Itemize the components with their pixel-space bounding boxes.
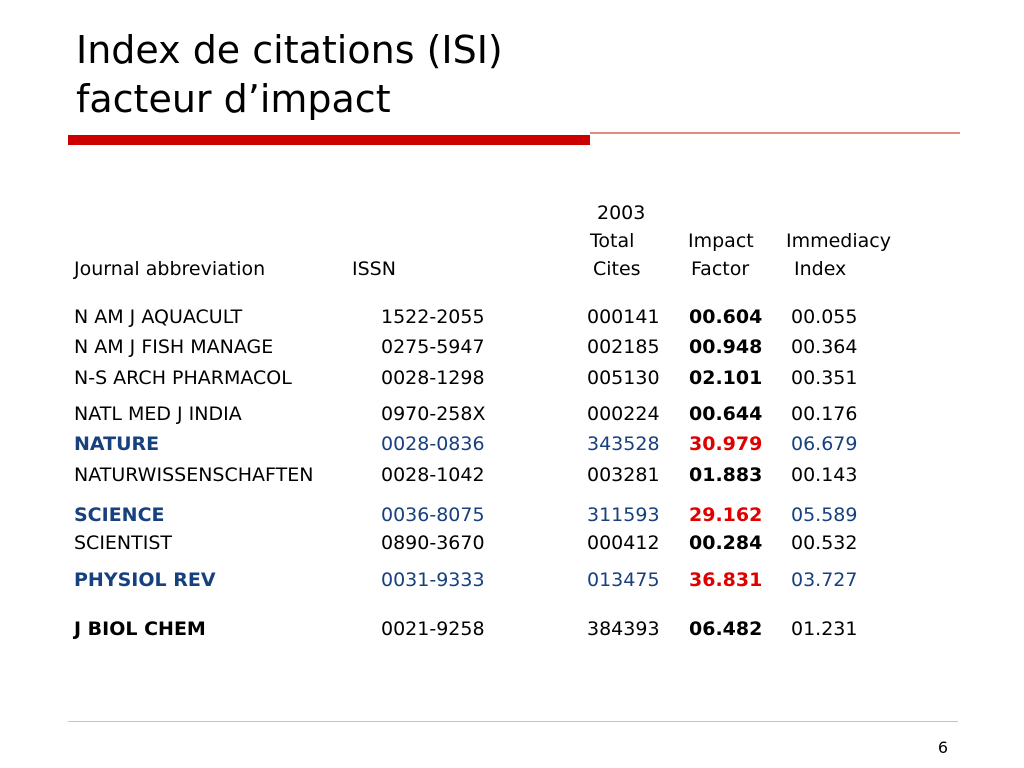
total-cites-cell: 013475 (587, 569, 660, 591)
impact-factor-cell: 00.644 (689, 403, 763, 425)
slide-title: Index de citations (ISI) facteur d’impac… (76, 26, 503, 124)
journal-cell: NATURWISSENSCHAFTEN (74, 464, 314, 486)
total-cites-cell: 000141 (587, 306, 660, 328)
immediacy-index-cell: 06.679 (791, 433, 858, 455)
impact-factor-cell: 00.604 (689, 306, 763, 328)
title-underline-thin (590, 132, 960, 134)
issn-cell: 0028-0836 (381, 433, 485, 455)
header-total: Total (590, 230, 635, 252)
journal-cell: SCIENTIST (74, 532, 173, 554)
immediacy-index-cell: 00.176 (791, 403, 858, 425)
impact-factor-cell: 36.831 (689, 569, 763, 591)
issn-cell: 0970-258X (381, 403, 486, 425)
journal-cell: NATURE (74, 433, 160, 455)
impact-factor-cell: 01.883 (689, 464, 763, 486)
header-year: 2003 (597, 202, 646, 224)
total-cites-cell: 003281 (587, 464, 660, 486)
issn-cell: 0275-5947 (381, 336, 485, 358)
impact-factor-cell: 00.284 (689, 532, 763, 554)
title-underline-accent (68, 135, 590, 145)
immediacy-index-cell: 01.231 (791, 618, 858, 640)
impact-factor-cell: 00.948 (689, 336, 763, 358)
issn-cell: 0028-1042 (381, 464, 485, 486)
journal-cell: N AM J FISH MANAGE (74, 336, 274, 358)
header-index: Index (794, 258, 847, 280)
title-line-1: Index de citations (ISI) (76, 28, 503, 72)
total-cites-cell: 000412 (587, 532, 660, 554)
title-line-2: facteur d’impact (76, 77, 391, 121)
issn-cell: 1522-2055 (381, 306, 485, 328)
total-cites-cell: 002185 (587, 336, 660, 358)
issn-cell: 0031-9333 (381, 569, 485, 591)
header-issn: ISSN (352, 258, 396, 280)
journal-cell: J BIOL CHEM (74, 618, 206, 640)
journal-cell: N-S ARCH PHARMACOL (74, 367, 292, 389)
issn-cell: 0021-9258 (381, 618, 485, 640)
immediacy-index-cell: 03.727 (791, 569, 858, 591)
page-number: 6 (937, 738, 948, 757)
impact-factor-cell: 29.162 (689, 504, 763, 526)
impact-factor-cell: 30.979 (689, 433, 763, 455)
footer-divider (68, 721, 958, 722)
header-cites: Cites (593, 258, 641, 280)
immediacy-index-cell: 00.351 (791, 367, 858, 389)
journal-cell: PHYSIOL REV (74, 569, 216, 591)
total-cites-cell: 384393 (587, 618, 660, 640)
immediacy-index-cell: 00.532 (791, 532, 858, 554)
total-cites-cell: 000224 (587, 403, 660, 425)
header-immediacy: Immediacy (786, 230, 891, 252)
immediacy-index-cell: 05.589 (791, 504, 858, 526)
impact-factor-cell: 02.101 (689, 367, 763, 389)
journal-cell: N AM J AQUACULT (74, 306, 243, 328)
immediacy-index-cell: 00.364 (791, 336, 858, 358)
immediacy-index-cell: 00.143 (791, 464, 858, 486)
total-cites-cell: 343528 (587, 433, 660, 455)
impact-factor-cell: 06.482 (689, 618, 763, 640)
immediacy-index-cell: 00.055 (791, 306, 858, 328)
header-journal: Journal abbreviation (74, 258, 266, 280)
header-impact: Impact (688, 230, 754, 252)
issn-cell: 0028-1298 (381, 367, 485, 389)
header-factor: Factor (691, 258, 750, 280)
journal-cell: NATL MED J INDIA (74, 403, 242, 425)
issn-cell: 0036-8075 (381, 504, 485, 526)
issn-cell: 0890-3670 (381, 532, 485, 554)
journal-cell: SCIENCE (74, 504, 165, 526)
total-cites-cell: 005130 (587, 367, 660, 389)
total-cites-cell: 311593 (587, 504, 660, 526)
